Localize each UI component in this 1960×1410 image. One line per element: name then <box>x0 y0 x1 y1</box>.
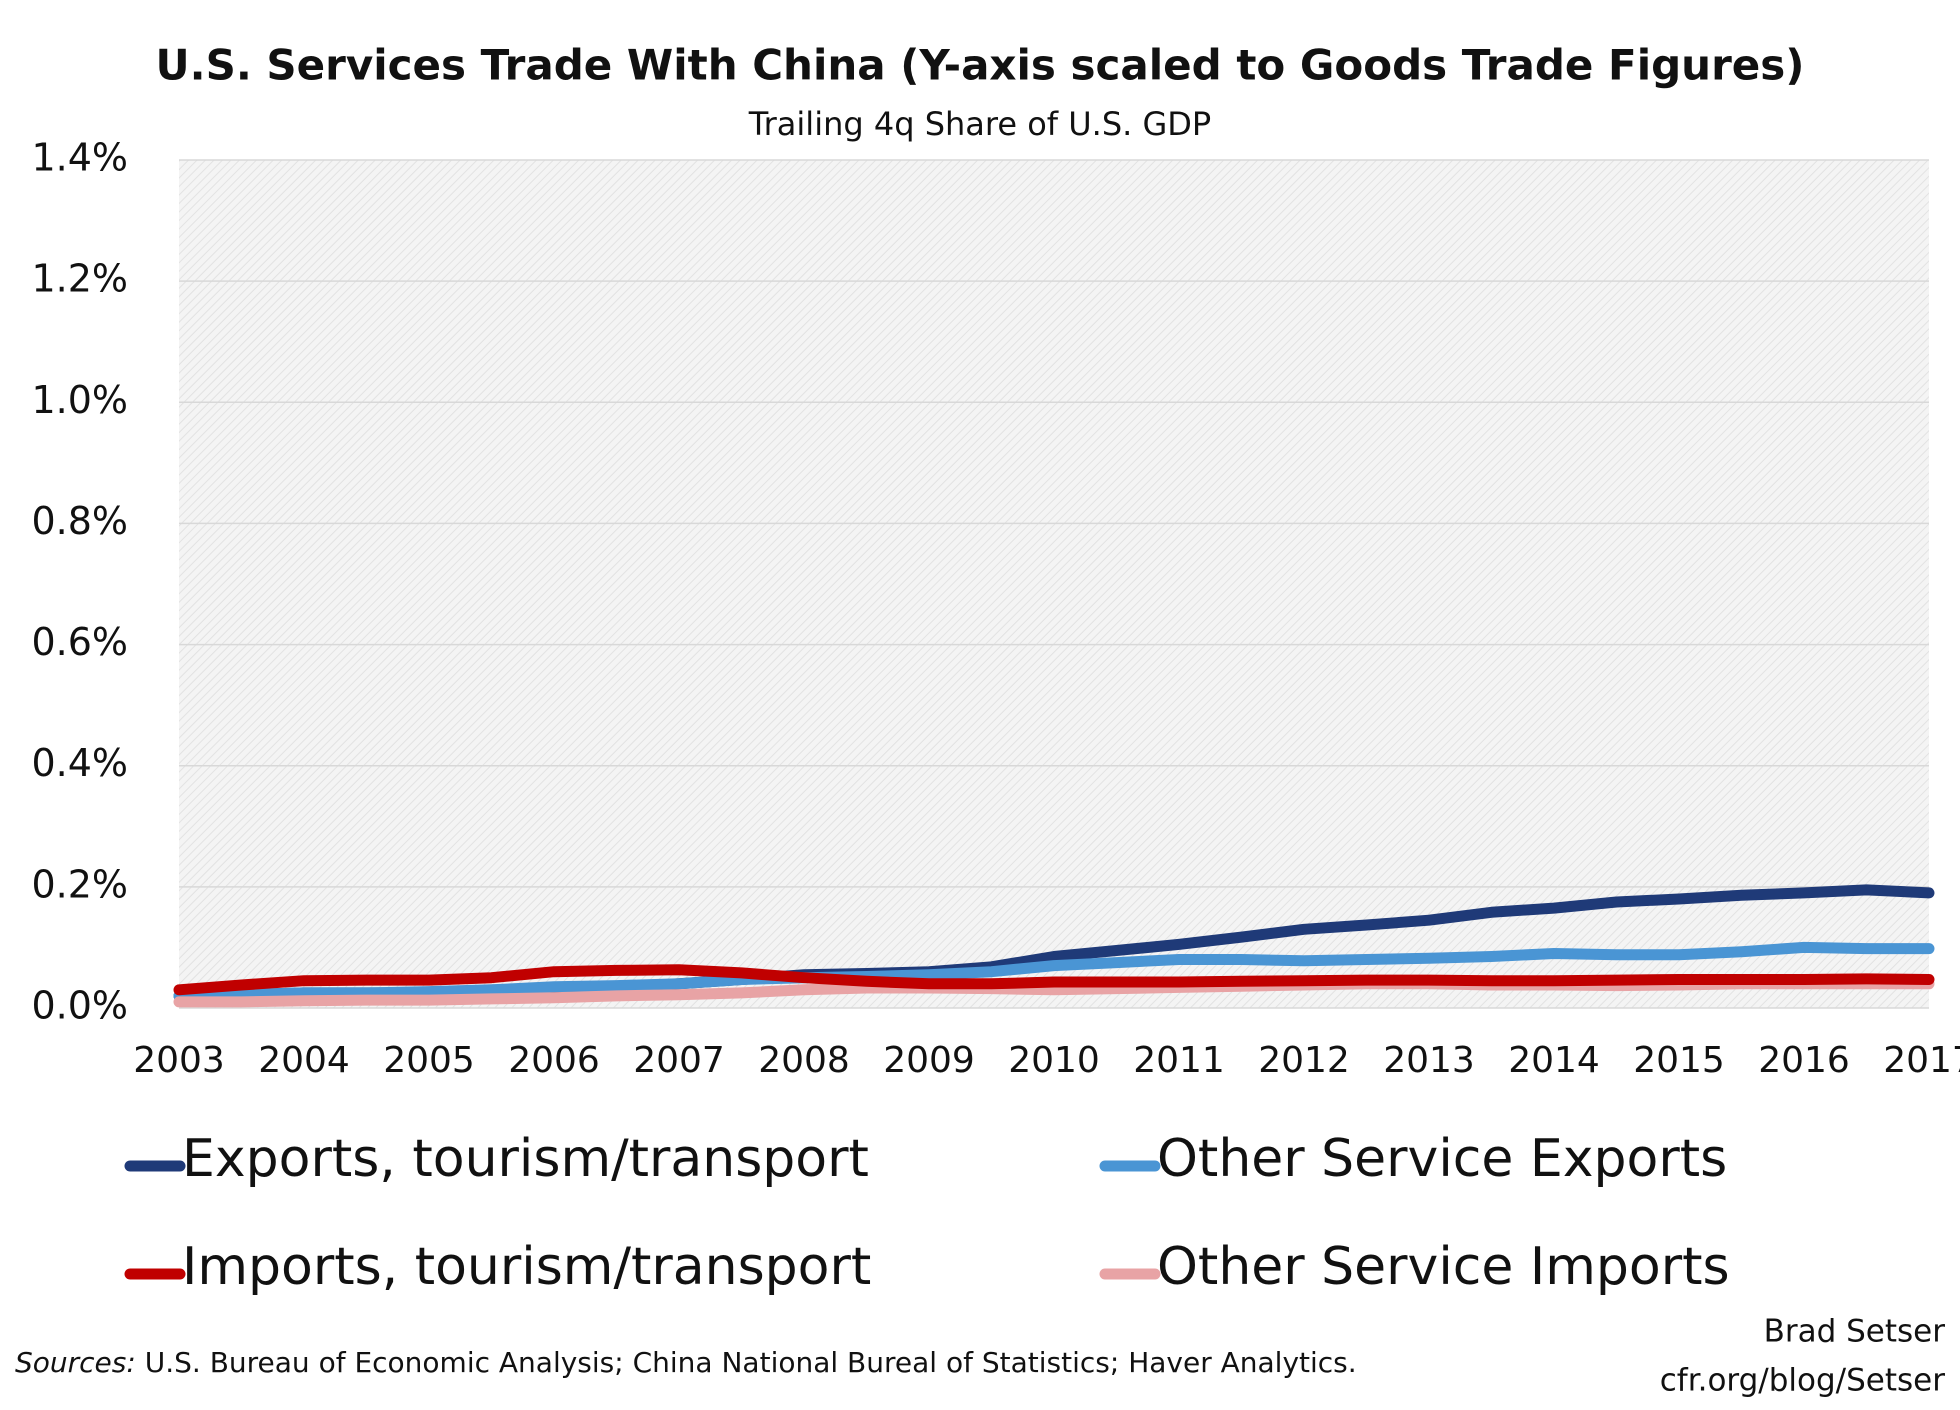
x-tick-label: 2013 <box>1383 1040 1475 1081</box>
series-line <box>173 964 1935 996</box>
legend-label: Other Service Exports <box>1157 1129 1727 1189</box>
y-tick-label: 1.2% <box>31 257 128 301</box>
x-tick-label: 2015 <box>1633 1040 1725 1081</box>
x-tick-label: 2009 <box>883 1040 975 1081</box>
x-tick-label: 2016 <box>1758 1040 1850 1081</box>
author: Brad Setser <box>1764 1314 1946 1350</box>
chart-subtitle: Trailing 4q Share of U.S. GDP <box>748 105 1211 143</box>
y-tick-label: 0.2% <box>31 862 128 906</box>
x-tick-label: 2017 <box>1883 1040 1960 1081</box>
sources: Sources: U.S. Bureau of Economic Analysi… <box>15 1346 1357 1379</box>
x-tick-label: 2011 <box>1133 1040 1225 1081</box>
y-tick-label: 1.4% <box>31 136 128 180</box>
y-tick-label: 0.0% <box>31 984 128 1028</box>
x-tick-label: 2007 <box>633 1040 725 1081</box>
y-tick-label: 0.8% <box>31 499 128 543</box>
x-tick-label: 2008 <box>758 1040 850 1081</box>
y-tick-label: 1.0% <box>31 378 128 422</box>
x-tick-label: 2012 <box>1258 1040 1350 1081</box>
chart-title: U.S. Services Trade With China (Y-axis s… <box>156 41 1805 90</box>
legend-label: Exports, tourism/transport <box>182 1129 869 1189</box>
legend-label: Other Service Imports <box>1157 1237 1730 1297</box>
website: cfr.org/blog/Setser <box>1660 1363 1946 1399</box>
x-tick-label: 2010 <box>1008 1040 1100 1081</box>
x-tick-label: 2014 <box>1508 1040 1600 1081</box>
sources-text: U.S. Bureau of Economic Analysis; China … <box>145 1346 1357 1379</box>
x-tick-label: 2004 <box>258 1040 350 1081</box>
plot-area <box>179 160 1929 1008</box>
y-tick-label: 0.6% <box>31 620 128 664</box>
y-tick-label: 0.4% <box>31 741 128 785</box>
x-tick-label: 2005 <box>383 1040 475 1081</box>
legend-label: Imports, tourism/transport <box>182 1237 871 1297</box>
x-tick-label: 2006 <box>508 1040 600 1081</box>
series-line <box>173 941 1935 1002</box>
sources-label: Sources: <box>15 1346 136 1379</box>
x-tick-label: 2003 <box>133 1040 225 1081</box>
